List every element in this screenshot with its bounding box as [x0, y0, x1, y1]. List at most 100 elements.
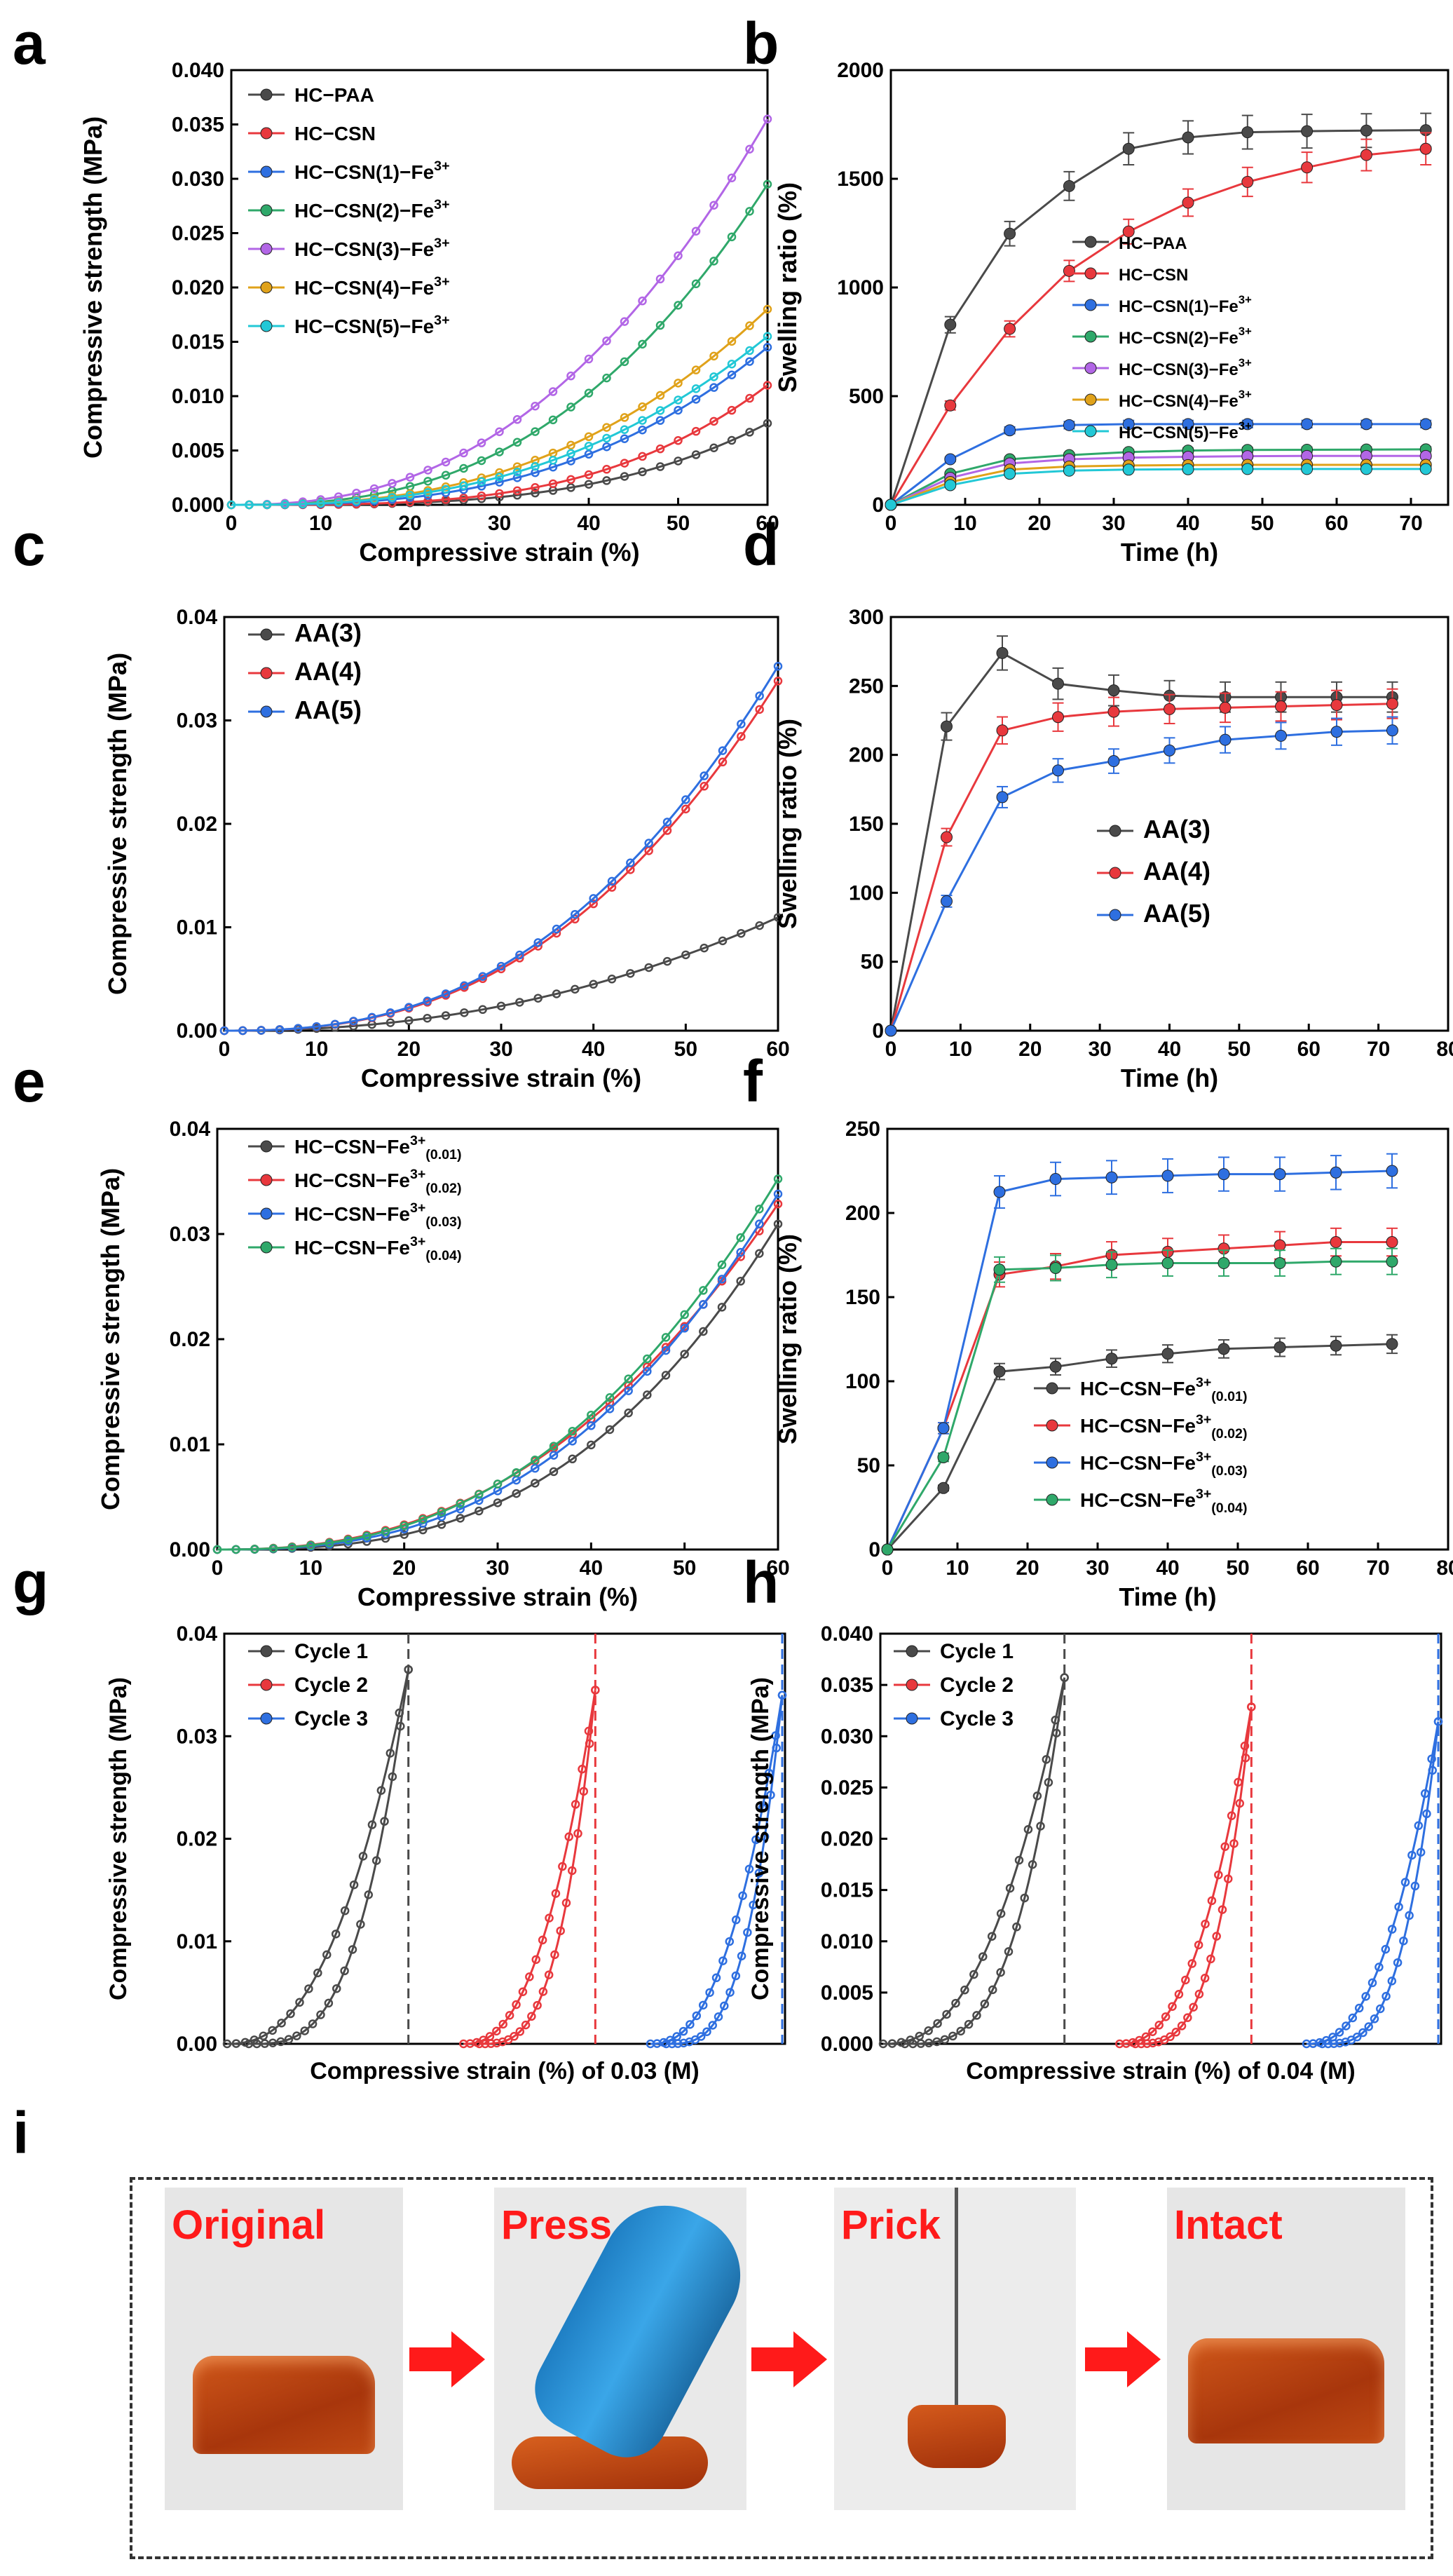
point-a-5-56	[727, 337, 737, 346]
unload-point-h-1-22	[1194, 1989, 1204, 1999]
unload-point-h-0-16	[964, 2019, 974, 2029]
load-point-g-1-22	[531, 1955, 540, 1965]
y-tick-label-g-4: 0.04	[177, 1622, 218, 1646]
point-a-4-32	[512, 415, 522, 424]
point-a-6-16	[369, 495, 379, 504]
point-c-2-40	[589, 894, 598, 903]
legend-icon-e-3-marker	[260, 1241, 273, 1254]
y-tick-label-c-0: 0.00	[177, 1019, 217, 1043]
point-c-2-10	[312, 1022, 321, 1031]
point-e-3-50	[680, 1310, 689, 1320]
point-c-2-28	[478, 972, 487, 981]
x-tick-label-b-5: 50	[1250, 512, 1274, 535]
load-point-g-0-28	[349, 1880, 359, 1890]
point-b-1-2	[1004, 323, 1016, 335]
x-tick-label-c-0: 0	[219, 1038, 231, 1061]
point-a-3-38	[566, 402, 575, 412]
photo-prick: Prick	[834, 2188, 1076, 2510]
point-e-2-42	[605, 1404, 615, 1414]
load-point-g-1-8	[485, 2032, 495, 2041]
load-point-h-1-18	[1174, 1990, 1184, 1999]
point-b-0-1	[944, 318, 957, 331]
x-tick-label-c-2: 20	[397, 1038, 421, 1061]
photo-original: Original	[165, 2188, 403, 2510]
point-c-2-0	[219, 1026, 229, 1036]
point-a-1-54	[709, 416, 718, 426]
point-e-2-60	[773, 1189, 783, 1199]
chart-a-compressive: 0.000 0.005 0.010 0.015 0.020 0.025 0.030 0.035…	[79, 59, 779, 567]
point-e-3-58	[755, 1205, 764, 1214]
chart-h-cycles: 0.000 0.005 0.010 0.015 0.020 0.025 0.030 0.035…	[747, 1622, 1443, 2084]
unload-point-g-2-20	[720, 2001, 729, 2011]
point-b-6-2	[1004, 468, 1016, 480]
point-e-2-50	[680, 1324, 689, 1333]
load-point-h-1-14	[1161, 2012, 1171, 2021]
y-tick-label-f-2: 100	[845, 1370, 880, 1393]
load-point-g-2-8	[672, 2032, 681, 2041]
load-point-g-1-10	[492, 2026, 501, 2036]
load-curve-h-2	[1306, 1721, 1440, 2045]
legend-f: HC−CSN−Fe3+(0.01) HC−CSN−Fe3+(0.02) HC−CSN…	[1034, 1375, 1247, 1516]
point-d-0-2	[996, 646, 1009, 659]
point-c-2-4	[257, 1026, 266, 1035]
point-c-2-2	[238, 1026, 247, 1036]
load-point-g-2-10	[678, 2026, 688, 2036]
y-tick-label-e-3: 0.03	[170, 1223, 210, 1246]
point-f-0-8	[1330, 1339, 1342, 1352]
point-c-0-30	[496, 1001, 506, 1011]
load-point-g-0-26	[340, 1906, 350, 1916]
load-point-h-2-14	[1348, 2013, 1358, 2023]
point-b-2-2	[1004, 424, 1016, 437]
point-c-2-32	[515, 950, 524, 960]
y-axis-label-b: Swelling ratio (%)	[773, 182, 802, 393]
point-c-0-34	[533, 994, 543, 1003]
point-d-1-1	[941, 831, 953, 843]
legend-label-g-1: Cycle 2	[294, 1674, 368, 1697]
point-e-3-40	[587, 1410, 596, 1420]
point-a-5-40	[584, 432, 594, 442]
point-a-1-46	[638, 452, 647, 461]
legend-icon-b-3-marker	[1084, 330, 1097, 343]
point-a-6-0	[226, 500, 236, 510]
unload-point-g-0-18	[316, 2010, 325, 2019]
series-line-b-3	[890, 448, 1426, 506]
point-e-0-48	[661, 1371, 671, 1380]
point-e-2-38	[568, 1437, 577, 1446]
x-tick-label-b-4: 40	[1176, 512, 1199, 535]
load-point-h-2-20	[1367, 1978, 1377, 1988]
point-a-4-40	[584, 354, 594, 364]
load-point-g-0-20	[313, 1968, 322, 1978]
point-b-6-5	[1182, 463, 1194, 475]
point-f-3-1	[937, 1451, 950, 1463]
point-d-1-3	[1052, 711, 1064, 724]
point-b-6-7	[1301, 463, 1314, 475]
unload-point-g-0-12	[292, 2031, 301, 2040]
point-f-3-2	[993, 1263, 1006, 1276]
y-tick-label-e-4: 0.04	[170, 1118, 211, 1141]
point-b-2-9	[1419, 418, 1432, 431]
load-point-h-2-12	[1342, 2021, 1351, 2031]
legend-label-g-2: Cycle 3	[294, 1707, 368, 1730]
needle	[955, 2188, 958, 2419]
legend-label-a-3: HC−CSN(2)−Fe3+	[294, 197, 450, 222]
unload-curve-g-2	[666, 1695, 784, 2045]
point-c-0-56	[737, 928, 746, 938]
y-axis-label-h: Compressive strength (MPa)	[747, 1677, 774, 2000]
unload-point-h-0-26	[1004, 1947, 1014, 1956]
load-point-g-0-14	[286, 2009, 295, 2019]
load-point-h-2-16	[1354, 2003, 1364, 2013]
legend-icon-b-5-marker	[1084, 393, 1097, 406]
point-b-0-5	[1182, 131, 1194, 144]
point-a-3-32	[512, 438, 522, 447]
legend-icon-a-3-marker	[260, 204, 273, 217]
series-line-a-3	[231, 183, 769, 506]
x-tick-label-a-5: 50	[667, 512, 690, 535]
legend-label-e-2: HC−CSN−Fe3+(0.03)	[294, 1200, 461, 1230]
unload-point-h-1-16	[1177, 2021, 1187, 2031]
point-c-0-58	[755, 921, 764, 930]
x-axis-label-b: Time (h)	[1121, 538, 1218, 567]
point-a-3-54	[709, 257, 718, 266]
point-e-3-30	[493, 1479, 503, 1489]
y-tick-label-g-2: 0.02	[177, 1828, 217, 1851]
point-b-1-7	[1301, 161, 1314, 174]
